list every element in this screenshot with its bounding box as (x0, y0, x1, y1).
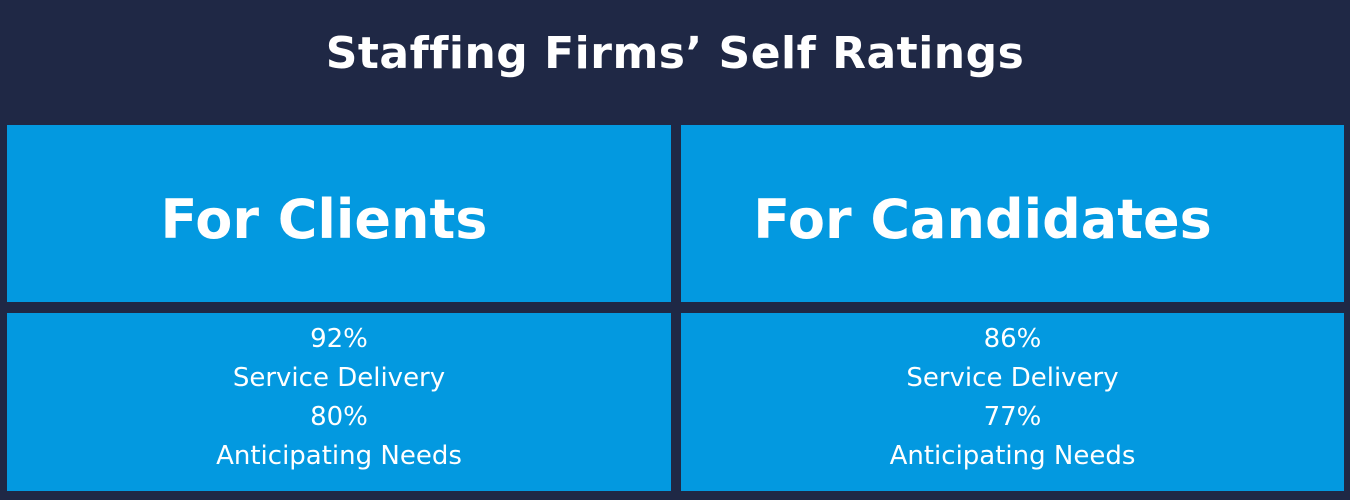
candidates-header-panel: For Candidates (681, 125, 1344, 302)
candidates-heading: For Candidates (753, 188, 1212, 251)
clients-anticipating-needs-value: 80% (310, 402, 368, 432)
candidates-service-delivery-value: 86% (983, 324, 1042, 354)
candidates-anticipating-needs-value: 77% (983, 402, 1042, 432)
clients-stats: 92% Service Delivery 80% Anticipating Ne… (7, 320, 671, 476)
clients-service-delivery-label: Service Delivery (232, 363, 446, 393)
candidates-stats-panel: 86% Service Delivery 77% Anticipating Ne… (681, 313, 1344, 491)
clients-header-panel: For Clients (7, 125, 671, 302)
candidates-service-delivery-label: Service Delivery (906, 363, 1119, 393)
clients-service-delivery-value: 92% (310, 324, 368, 354)
page-title: Staffing Firms’ Self Ratings (325, 28, 1025, 79)
clients-stats-panel: 92% Service Delivery 80% Anticipating Ne… (7, 313, 671, 491)
candidates-stats: 86% Service Delivery 77% Anticipating Ne… (681, 320, 1344, 476)
clients-heading: For Clients (160, 188, 488, 251)
clients-anticipating-needs-label: Anticipating Needs (216, 441, 462, 471)
candidates-anticipating-needs-label: Anticipating Needs (889, 441, 1136, 471)
